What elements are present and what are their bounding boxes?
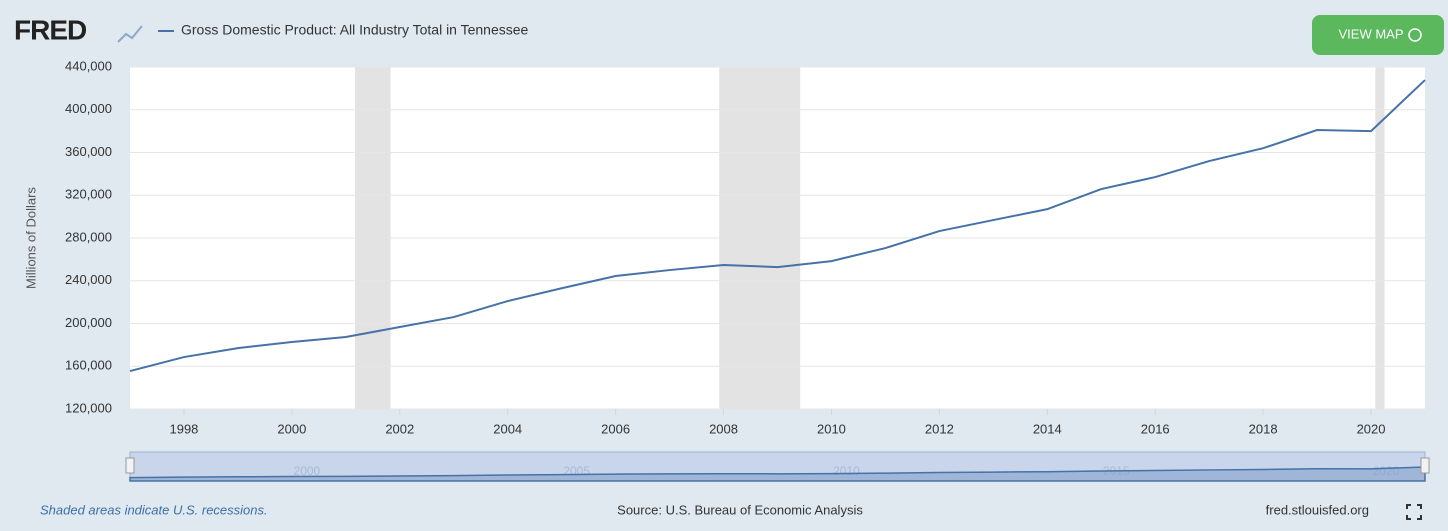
- site: fred.stlouisfed.org: [1266, 502, 1369, 517]
- x-tick-label: 2000: [277, 421, 306, 436]
- x-tick-label: 2014: [1033, 421, 1062, 436]
- y-tick-label: 320,000: [65, 187, 112, 202]
- source: Source: U.S. Bureau of Economic Analysis: [617, 502, 863, 517]
- legend-label: Gross Domestic Product: All Industry Tot…: [181, 22, 529, 38]
- y-tick-label: 120,000: [65, 400, 112, 415]
- fullscreen-icon[interactable]: [1406, 504, 1422, 520]
- navigator-handle[interactable]: [125, 457, 135, 474]
- globe-icon: [1408, 28, 1422, 42]
- x-tick-label: 2004: [493, 421, 522, 436]
- x-tick-label: 2010: [817, 421, 846, 436]
- x-tick-label: 1998: [169, 421, 198, 436]
- logo: FRED: [14, 14, 87, 45]
- x-tick-label: 2016: [1141, 421, 1170, 436]
- recession-note: Shaded areas indicate U.S. recessions.: [40, 502, 268, 517]
- y-axis-label: Millions of Dollars: [23, 187, 38, 289]
- navigator-tick-label: 2000: [294, 464, 321, 478]
- series-line: [129, 79, 1426, 373]
- y-tick-label: 200,000: [65, 315, 112, 330]
- x-tick-label: 2002: [385, 421, 414, 436]
- y-tick-label: 280,000: [65, 229, 112, 244]
- y-tick-label: 360,000: [65, 144, 112, 159]
- x-tick-label: 2006: [601, 421, 630, 436]
- y-tick-label: 400,000: [65, 101, 112, 116]
- view-map-label[interactable]: VIEW MAP: [1338, 26, 1403, 41]
- y-tick-label: 440,000: [65, 58, 112, 73]
- y-tick-label: 240,000: [65, 272, 112, 287]
- navigator-handle[interactable]: [1420, 457, 1430, 474]
- x-tick-label: 2012: [925, 421, 954, 436]
- x-tick-label: 2018: [1249, 421, 1278, 436]
- x-tick-label: 2008: [709, 421, 738, 436]
- view-map-button[interactable]: [1312, 15, 1444, 55]
- logo-icon: [117, 25, 143, 43]
- x-tick-label: 2020: [1357, 421, 1386, 436]
- y-tick-label: 160,000: [65, 358, 112, 373]
- navigator-line: [129, 466, 1426, 482]
